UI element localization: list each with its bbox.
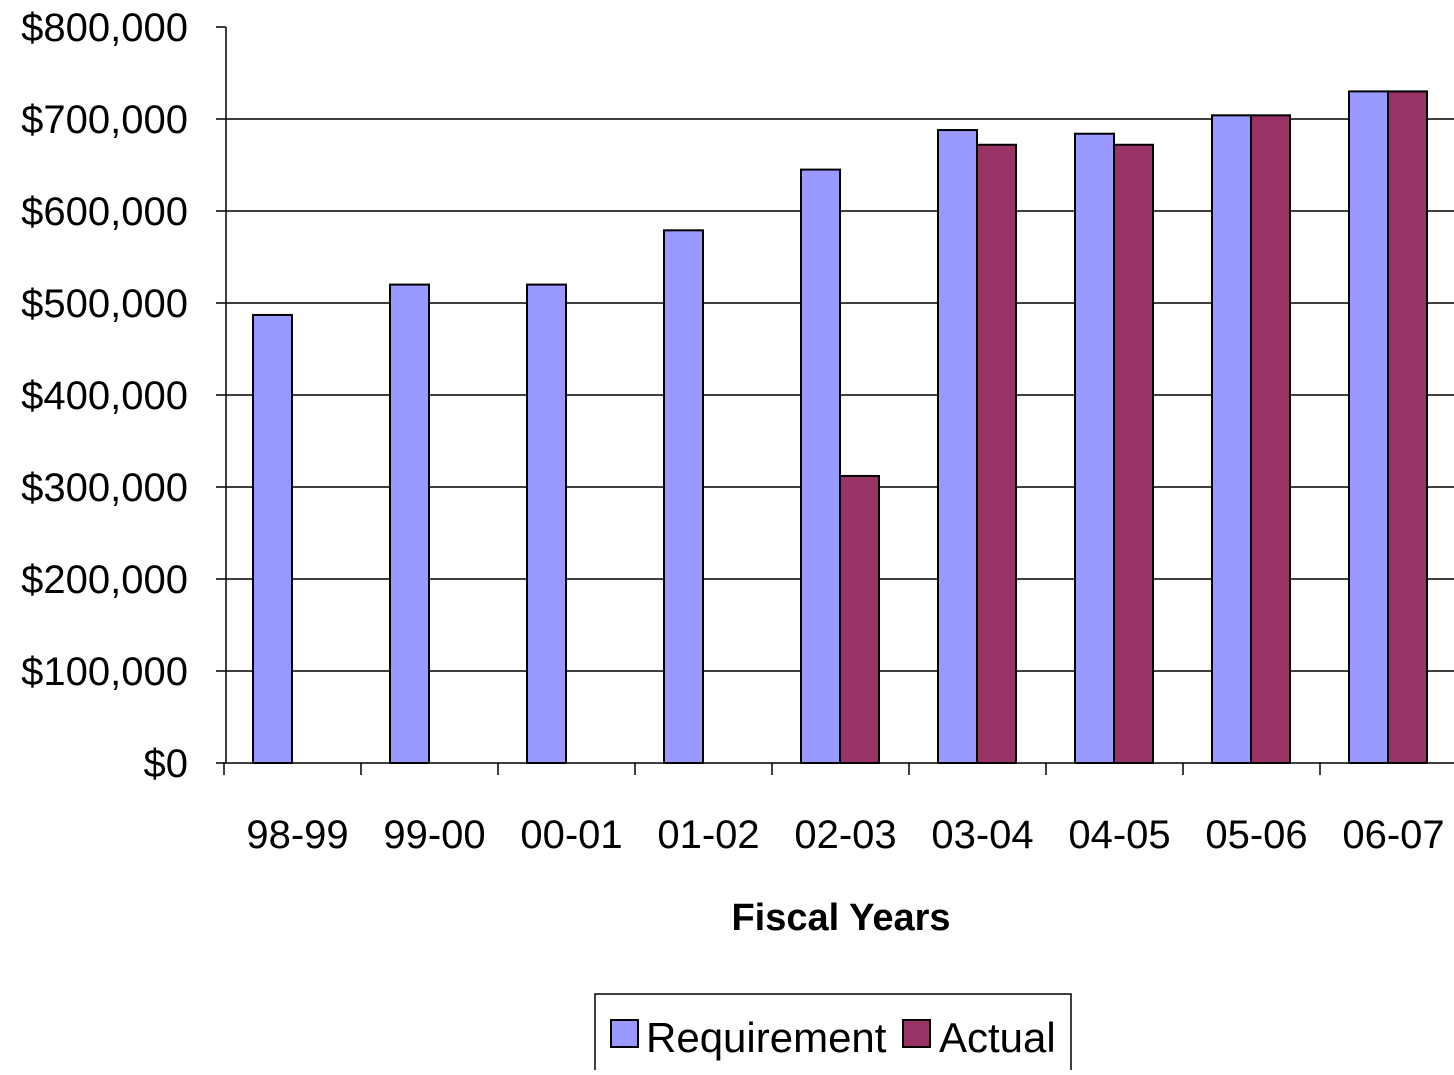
legend-label-requirement: Requirement <box>646 1014 887 1061</box>
bar-requirement <box>1348 90 1389 764</box>
x-tick-label: 01-02 <box>657 813 759 857</box>
bar-actual <box>839 474 880 764</box>
x-tick-label: 04-05 <box>1068 813 1170 857</box>
legend-label-actual: Actual <box>939 1014 1056 1061</box>
y-tick-label: $700,000 <box>21 98 188 142</box>
bar-requirement <box>800 168 841 765</box>
legend: Requirement Actual <box>594 993 1072 1075</box>
bar-requirement <box>252 313 293 764</box>
y-tick-label: $300,000 <box>21 466 188 510</box>
x-tick-label: 02-03 <box>794 813 896 857</box>
x-tick-label: 06-07 <box>1342 813 1444 857</box>
bar-actual <box>1250 114 1291 764</box>
bar-requirement <box>663 229 704 764</box>
x-tick-label: 03-04 <box>931 813 1033 857</box>
tick-labels: $0 $100,000 $200,000 $300,000 $400,000 $500,0… <box>21 6 1445 857</box>
bar-requirement <box>937 129 978 765</box>
y-tick-label: $500,000 <box>21 282 188 326</box>
x-tick-label: 05-06 <box>1205 813 1307 857</box>
y-tick-label: $200,000 <box>21 558 188 602</box>
legend-box <box>594 993 1072 1075</box>
x-axis-title: Fiscal Years <box>731 897 950 939</box>
legend-swatch-actual <box>902 1019 931 1048</box>
y-tick-label: $600,000 <box>21 190 188 234</box>
legend-swatch-requirement <box>610 1019 639 1048</box>
y-tick-label: $400,000 <box>21 374 188 418</box>
bar-actual <box>1113 143 1154 764</box>
y-tick-label: $100,000 <box>21 650 188 694</box>
bar-requirement <box>389 283 430 764</box>
bars <box>252 90 1428 765</box>
y-tick-label: $800,000 <box>21 6 188 50</box>
bar-requirement <box>526 283 567 764</box>
x-tick-label: 98-99 <box>246 813 348 857</box>
y-tick-label: $0 <box>144 742 189 786</box>
bar-requirement <box>1211 114 1252 764</box>
bar-actual <box>976 143 1017 764</box>
bar-requirement <box>1074 132 1115 765</box>
x-tick-label: 99-00 <box>383 813 485 857</box>
x-tick-label: 00-01 <box>520 813 622 857</box>
bar-actual <box>1387 90 1428 764</box>
